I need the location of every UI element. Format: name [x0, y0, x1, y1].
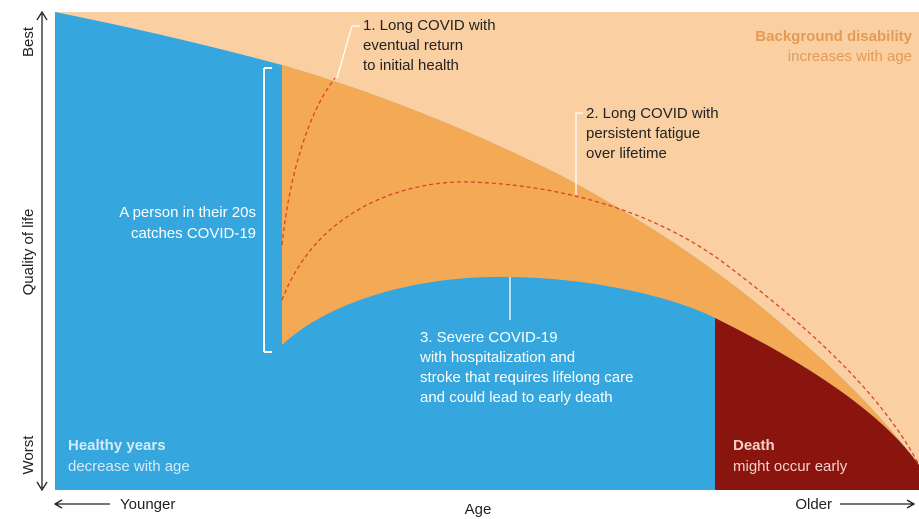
bracket	[263, 67, 272, 353]
x-left-arrow	[53, 499, 110, 509]
healthy-subtitle: decrease with age	[68, 458, 190, 475]
scenario-2-line	[281, 181, 919, 466]
y-axis-arrow	[36, 10, 48, 492]
death-title: Death	[733, 437, 775, 454]
leader-1	[336, 25, 360, 79]
x-right-label: Older	[795, 496, 832, 513]
label-line: persistent fatigue	[586, 125, 700, 142]
label-line: to initial health	[363, 57, 459, 74]
death-subtitle: might occur early	[733, 458, 848, 475]
x-axis-label: Age	[465, 501, 492, 518]
x-left-label: Younger	[120, 496, 175, 513]
label-line: eventual return	[363, 37, 463, 54]
healthy-title: Healthy years	[68, 437, 166, 454]
y-bottom-label: Worst	[20, 435, 37, 475]
scenario-1-label: 1. Long COVID with eventual return to in…	[363, 17, 496, 74]
scenario-2-label: 2. Long COVID with persistent fatigue ov…	[586, 105, 719, 162]
label-line: stroke that requires lifelong care	[420, 369, 633, 386]
label-line: catches COVID-19	[131, 225, 256, 242]
death-region	[715, 318, 919, 490]
label-line: with hospitalization and	[419, 349, 575, 366]
label-line: over lifetime	[586, 145, 667, 162]
leader-2	[575, 112, 583, 195]
label-line: and could lead to early death	[420, 389, 613, 406]
x-right-arrow	[840, 499, 916, 509]
y-axis-label: Quality of life	[20, 209, 37, 296]
label-line: 1. Long COVID with	[363, 17, 496, 34]
y-top-label: Best	[20, 26, 37, 57]
label-line: 3. Severe COVID-19	[420, 329, 558, 346]
background-subtitle: increases with age	[788, 48, 912, 65]
scenario-1-line	[281, 77, 336, 246]
scenario-3-label: 3. Severe COVID-19 with hospitalization …	[419, 329, 633, 406]
long-covid-region	[282, 65, 919, 465]
label-line: A person in their 20s	[119, 204, 256, 221]
event-label: A person in their 20s catches COVID-19	[119, 204, 256, 242]
label-line: 2. Long COVID with	[586, 105, 719, 122]
background-title: Background disability	[755, 28, 912, 45]
